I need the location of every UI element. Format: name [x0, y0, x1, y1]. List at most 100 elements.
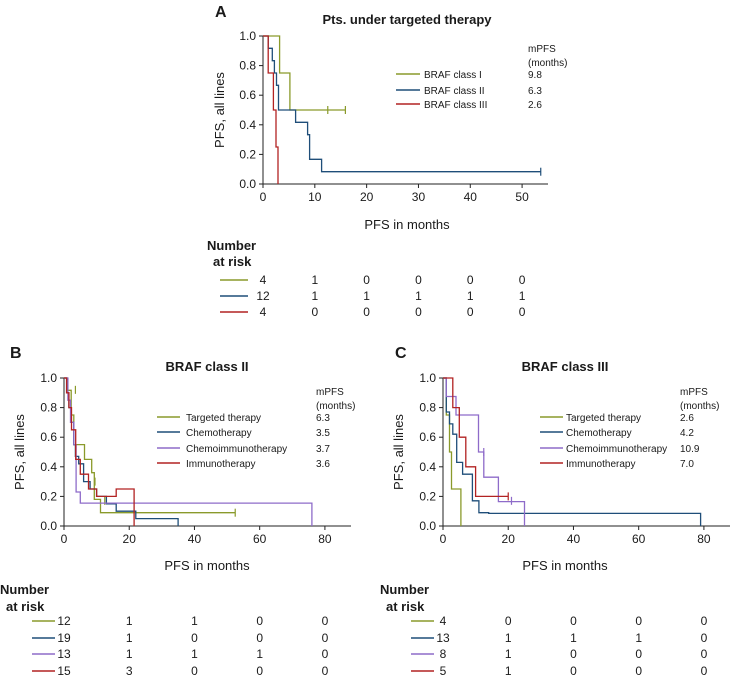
risk-count: 1 — [570, 631, 577, 645]
risk-count: 1 — [635, 631, 642, 645]
risk-count: 4 — [260, 305, 267, 319]
y-tick-label: 0.4 — [40, 460, 57, 474]
risk-count: 3 — [126, 664, 133, 678]
risk-header: at risk — [6, 599, 45, 614]
risk-count: 1 — [505, 664, 512, 678]
risk-count: 0 — [256, 631, 263, 645]
panel-letter: B — [10, 345, 22, 362]
y-tick-label: 0.2 — [419, 489, 436, 503]
risk-count: 19 — [57, 631, 71, 645]
y-tick-label: 1.0 — [419, 371, 436, 385]
legend-mpfs: 3.7 — [316, 444, 330, 455]
x-tick-label: 60 — [632, 532, 646, 546]
risk-count: 8 — [440, 647, 447, 661]
risk-count: 1 — [191, 647, 198, 661]
y-tick-label: 0.6 — [239, 88, 256, 102]
legend-mpfs: 10.9 — [680, 444, 700, 455]
risk-count: 0 — [701, 631, 708, 645]
risk-count: 4 — [260, 273, 267, 287]
x-tick-label: 0 — [61, 532, 68, 546]
km-curve-0 — [64, 377, 236, 514]
risk-header: Number — [207, 238, 256, 253]
risk-count: 0 — [701, 614, 708, 628]
panel-b: B BRAF class II 0.0 0.2 0.4 0.6 0.8 1.0 0 20 40 60 8… — [0, 345, 355, 678]
risk-count: 13 — [436, 631, 450, 645]
y-tick-label: 0.0 — [419, 519, 436, 533]
risk-count: 0 — [467, 273, 474, 287]
y-tick-label: 0.6 — [419, 430, 436, 444]
legend-header: (months) — [680, 401, 719, 412]
chart-title: BRAF class III — [522, 359, 609, 374]
legend-header: (months) — [316, 401, 355, 412]
km-curve-1 — [64, 377, 179, 526]
y-axis-label: PFS, all lines — [12, 414, 27, 490]
x-axis-label: PFS in months — [522, 558, 608, 573]
risk-count: 1 — [126, 647, 133, 661]
y-tick-label: 0.6 — [40, 430, 57, 444]
x-tick-label: 30 — [412, 190, 426, 204]
risk-count: 0 — [322, 631, 329, 645]
risk-count: 0 — [256, 664, 263, 678]
panel-letter: C — [395, 345, 407, 362]
legend-label: Chemoimmunotherapy — [186, 444, 287, 455]
y-tick-label: 0.0 — [40, 519, 57, 533]
chart-title: Pts. under targeted therapy — [322, 12, 492, 27]
risk-header: at risk — [213, 254, 252, 269]
risk-count: 0 — [505, 614, 512, 628]
panel-a: A Pts. under targeted therapy 0.0 0.2 0.4 0.6… — [207, 4, 567, 319]
risk-count: 0 — [415, 305, 422, 319]
risk-count: 1 — [191, 614, 198, 628]
risk-count: 0 — [635, 664, 642, 678]
risk-count: 0 — [519, 273, 526, 287]
km-curve-0 — [263, 35, 346, 111]
x-tick-label: 0 — [260, 190, 267, 204]
risk-count: 0 — [635, 614, 642, 628]
x-tick-label: 10 — [308, 190, 322, 204]
y-tick-label: 0.2 — [40, 489, 57, 503]
risk-count: 1 — [126, 631, 133, 645]
legend-label: BRAF class III — [424, 100, 487, 111]
risk-count: 1 — [505, 631, 512, 645]
y-tick-label: 0.4 — [239, 118, 256, 132]
legend-label: BRAF class II — [424, 86, 485, 97]
risk-count: 1 — [256, 647, 263, 661]
legend-label: Chemotherapy — [566, 428, 632, 439]
panel-letter: A — [215, 4, 227, 21]
km-curve-3 — [64, 377, 135, 526]
risk-count: 0 — [701, 664, 708, 678]
y-tick-label: 0.4 — [419, 460, 436, 474]
y-tick-label: 0.0 — [239, 177, 256, 191]
y-tick-label: 1.0 — [40, 371, 57, 385]
km-curve-2 — [443, 377, 526, 526]
legend-header: mPFS — [316, 387, 344, 398]
risk-count: 12 — [57, 614, 71, 628]
risk-count: 5 — [440, 664, 447, 678]
risk-header: Number — [0, 582, 49, 597]
risk-count: 0 — [635, 647, 642, 661]
risk-count: 0 — [519, 305, 526, 319]
legend-label: Targeted therapy — [186, 413, 261, 424]
x-tick-label: 20 — [360, 190, 374, 204]
legend-mpfs: 3.5 — [316, 428, 330, 439]
risk-count: 1 — [415, 289, 422, 303]
risk-count: 0 — [570, 614, 577, 628]
legend-header: mPFS — [528, 44, 556, 55]
legend-label: Targeted therapy — [566, 413, 641, 424]
legend-mpfs: 2.6 — [680, 413, 694, 424]
legend-mpfs: 4.2 — [680, 428, 694, 439]
x-tick-label: 40 — [567, 532, 581, 546]
y-tick-label: 0.8 — [40, 401, 57, 415]
x-tick-label: 80 — [318, 532, 332, 546]
km-curve-3 — [443, 377, 509, 498]
risk-count: 12 — [256, 289, 270, 303]
legend-mpfs: 6.3 — [316, 413, 330, 424]
risk-count: 1 — [363, 289, 370, 303]
risk-count: 0 — [467, 305, 474, 319]
legend-label: Immunotherapy — [186, 459, 255, 470]
risk-count: 1 — [126, 614, 133, 628]
risk-count: 0 — [570, 664, 577, 678]
y-tick-label: 0.8 — [419, 401, 436, 415]
risk-count: 0 — [363, 273, 370, 287]
